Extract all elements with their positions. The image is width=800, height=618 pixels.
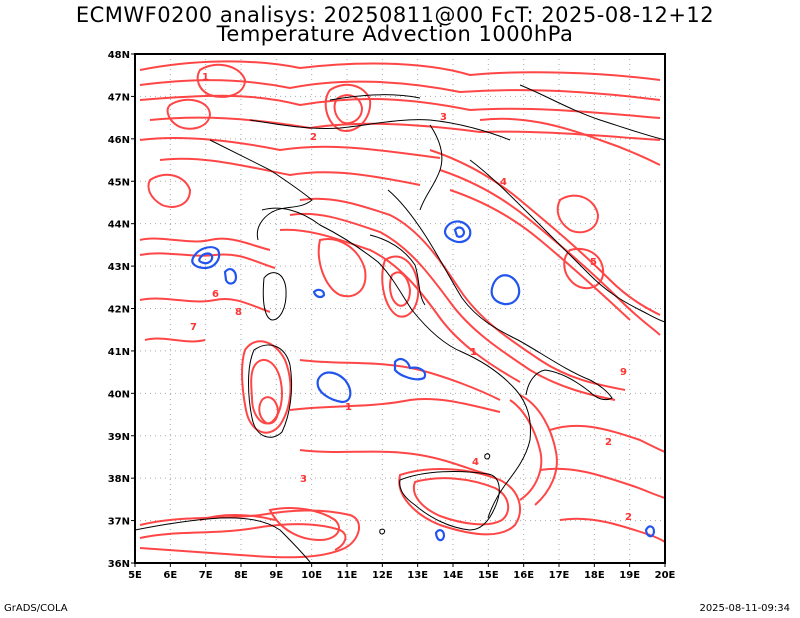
contour-value-label: 1 [202, 72, 209, 83]
lat-tick-label: 39N [108, 432, 130, 443]
contour-value-label: 3 [300, 474, 307, 485]
lat-tick-label: 37N [108, 517, 130, 528]
lat-tick-label: 44N [108, 220, 130, 231]
contour-value-label: 2 [310, 132, 317, 143]
lon-tick-label: 18E [584, 570, 605, 581]
footer-credit: GrADS/COLA [4, 603, 68, 614]
lon-tick-label: 8E [234, 570, 248, 581]
contour-value-label: 9 [620, 367, 627, 378]
lat-tick-label: 45N [108, 177, 130, 188]
lon-tick-label: 6E [163, 570, 177, 581]
lon-tick-label: 9E [269, 570, 283, 581]
lon-tick-label: 19E [619, 570, 640, 581]
lat-tick-label: 38N [108, 474, 130, 485]
lon-tick-label: 11E [337, 570, 358, 581]
lon-tick-label: 20E [655, 570, 676, 581]
coastline [135, 84, 665, 563]
lat-tick-label: 36N [108, 559, 130, 570]
lat-tick-label: 46N [108, 135, 130, 146]
contour-value-label: 2 [625, 512, 632, 523]
lat-tick-label: 47N [108, 92, 130, 103]
positive-advection-contours [139, 60, 665, 559]
lat-tick-label: 43N [108, 262, 130, 273]
lat-tick-label: 42N [108, 305, 130, 316]
footer-timestamp: 2025-08-11-09:34 [699, 603, 790, 614]
map-title-line1: ECMWF0200 analisys: 20250811@00 FcT: 202… [75, 3, 715, 27]
lat-tick-label: 40N [108, 389, 130, 400]
contour-value-label: 4 [472, 457, 479, 468]
latitude-ticks: 48N 47N 46N 45N 44N 43N 42N 41N 40N 39N 38N 37N 36N [108, 50, 135, 570]
lon-tick-label: 17E [549, 570, 570, 581]
contour-value-label: 3 [440, 112, 447, 123]
lat-tick-label: 41N [108, 347, 130, 358]
lon-tick-label: 15E [478, 570, 499, 581]
lon-tick-label: 7E [199, 570, 213, 581]
contour-value-label: 2 [605, 437, 612, 448]
map-title-line2: Temperature Advection 1000hPa [216, 22, 574, 46]
contour-value-label: 6 [212, 289, 219, 300]
longitude-ticks: 5E 6E 7E 8E 9E 10E 11E 12E 13E 14E 15E 16E 17E 18E 19E… [128, 563, 676, 581]
contour-labels: 1 2 3 4 5 6 7 8 9 1 2 3 4 1 2 [190, 72, 632, 523]
lon-tick-label: 12E [372, 570, 393, 581]
lon-tick-label: 13E [407, 570, 428, 581]
negative-advection-contours [191, 220, 656, 542]
contour-value-label: 1 [345, 402, 352, 413]
contour-value-label: 7 [190, 322, 197, 333]
lat-tick-label: 48N [108, 50, 130, 61]
contour-value-label: 4 [500, 177, 507, 188]
contour-value-label: 8 [235, 307, 242, 318]
lon-tick-label: 5E [128, 570, 142, 581]
contour-value-label: 5 [590, 257, 597, 268]
lon-tick-label: 14E [443, 570, 464, 581]
contour-value-label: 1 [470, 347, 477, 358]
lon-tick-label: 10E [301, 570, 322, 581]
lon-tick-label: 16E [513, 570, 534, 581]
